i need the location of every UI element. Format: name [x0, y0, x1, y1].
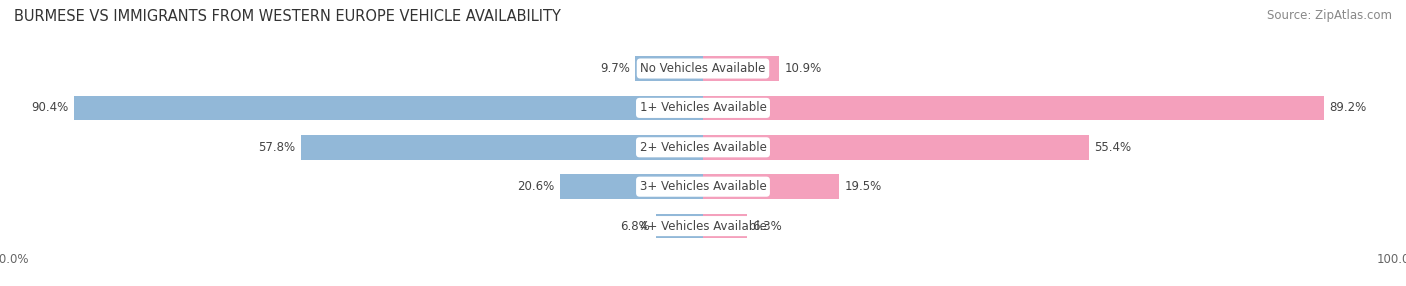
- FancyBboxPatch shape: [0, 33, 1406, 261]
- Text: 9.7%: 9.7%: [600, 62, 630, 75]
- Text: 1+ Vehicles Available: 1+ Vehicles Available: [640, 102, 766, 114]
- Text: 55.4%: 55.4%: [1094, 141, 1132, 154]
- Bar: [703, 174, 839, 199]
- FancyBboxPatch shape: [0, 73, 1406, 286]
- FancyBboxPatch shape: [0, 0, 1406, 182]
- Bar: [655, 214, 703, 238]
- FancyBboxPatch shape: [0, 112, 1406, 286]
- Text: 10.9%: 10.9%: [785, 62, 821, 75]
- Text: 2+ Vehicles Available: 2+ Vehicles Available: [640, 141, 766, 154]
- Text: No Vehicles Available: No Vehicles Available: [640, 62, 766, 75]
- Text: 6.8%: 6.8%: [620, 220, 650, 233]
- Text: 57.8%: 57.8%: [257, 141, 295, 154]
- Text: 6.3%: 6.3%: [752, 220, 782, 233]
- Text: 89.2%: 89.2%: [1330, 102, 1367, 114]
- Text: 90.4%: 90.4%: [31, 102, 69, 114]
- Text: BURMESE VS IMMIGRANTS FROM WESTERN EUROPE VEHICLE AVAILABILITY: BURMESE VS IMMIGRANTS FROM WESTERN EUROP…: [14, 9, 561, 23]
- Bar: [703, 214, 747, 238]
- Bar: [703, 56, 779, 81]
- Bar: [73, 96, 703, 120]
- Bar: [703, 135, 1088, 160]
- Text: 3+ Vehicles Available: 3+ Vehicles Available: [640, 180, 766, 193]
- Text: Source: ZipAtlas.com: Source: ZipAtlas.com: [1267, 9, 1392, 21]
- FancyBboxPatch shape: [0, 0, 1406, 222]
- Text: 4+ Vehicles Available: 4+ Vehicles Available: [640, 220, 766, 233]
- Bar: [703, 96, 1324, 120]
- Bar: [560, 174, 703, 199]
- Bar: [301, 135, 703, 160]
- Text: 19.5%: 19.5%: [844, 180, 882, 193]
- Bar: [636, 56, 703, 81]
- Text: 20.6%: 20.6%: [517, 180, 554, 193]
